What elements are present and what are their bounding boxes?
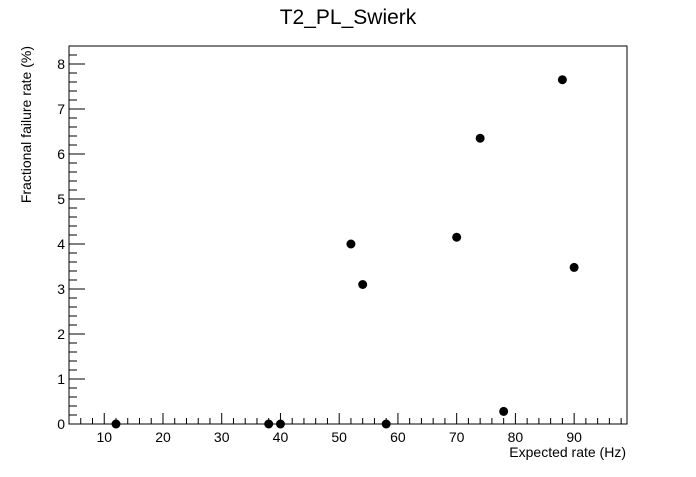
data-point (358, 280, 368, 289)
x-tick-label: 90 (566, 429, 582, 445)
data-point (111, 419, 121, 429)
plot-frame (68, 45, 628, 425)
y-tick-label: 6 (57, 146, 65, 162)
x-tick-label: 60 (390, 429, 406, 445)
x-tick-label: 50 (331, 429, 347, 445)
y-tick-label: 2 (57, 326, 65, 342)
y-axis-label: Fractional failure rate (%) (18, 46, 34, 203)
y-tick-label: 8 (57, 56, 65, 72)
data-point (569, 262, 579, 272)
y-tick-label: 4 (57, 236, 65, 252)
axis-ticks (68, 45, 622, 425)
y-tick-label: 0 (57, 416, 65, 432)
data-point (264, 419, 274, 429)
y-tick-label: 7 (57, 101, 65, 117)
y-tick-label: 5 (57, 191, 65, 207)
x-axis-label: Expected rate (Hz) (509, 444, 626, 460)
data-point (452, 232, 462, 242)
data-points (111, 75, 579, 429)
x-tick-label: 80 (508, 429, 524, 445)
x-tick-label: 20 (155, 429, 171, 445)
data-point (346, 239, 356, 249)
y-tick-label: 3 (57, 281, 65, 297)
data-point (381, 419, 391, 429)
x-tick-label: 70 (449, 429, 465, 445)
plot-area-border (68, 45, 628, 425)
x-tick-label: 40 (273, 429, 289, 445)
data-point (499, 406, 509, 416)
y-tick-label: 1 (57, 371, 65, 387)
x-tick-label: 10 (96, 429, 112, 445)
tick-labels: 10 20 30 40 50 60 70 80 90 0 1 2 3 4 5 6 7 8 (57, 56, 582, 445)
data-point (557, 75, 567, 85)
x-tick-label: 30 (214, 429, 230, 445)
data-point (475, 133, 485, 143)
chart-title: T2_PL_Swierk (280, 6, 417, 29)
data-point (275, 419, 285, 429)
